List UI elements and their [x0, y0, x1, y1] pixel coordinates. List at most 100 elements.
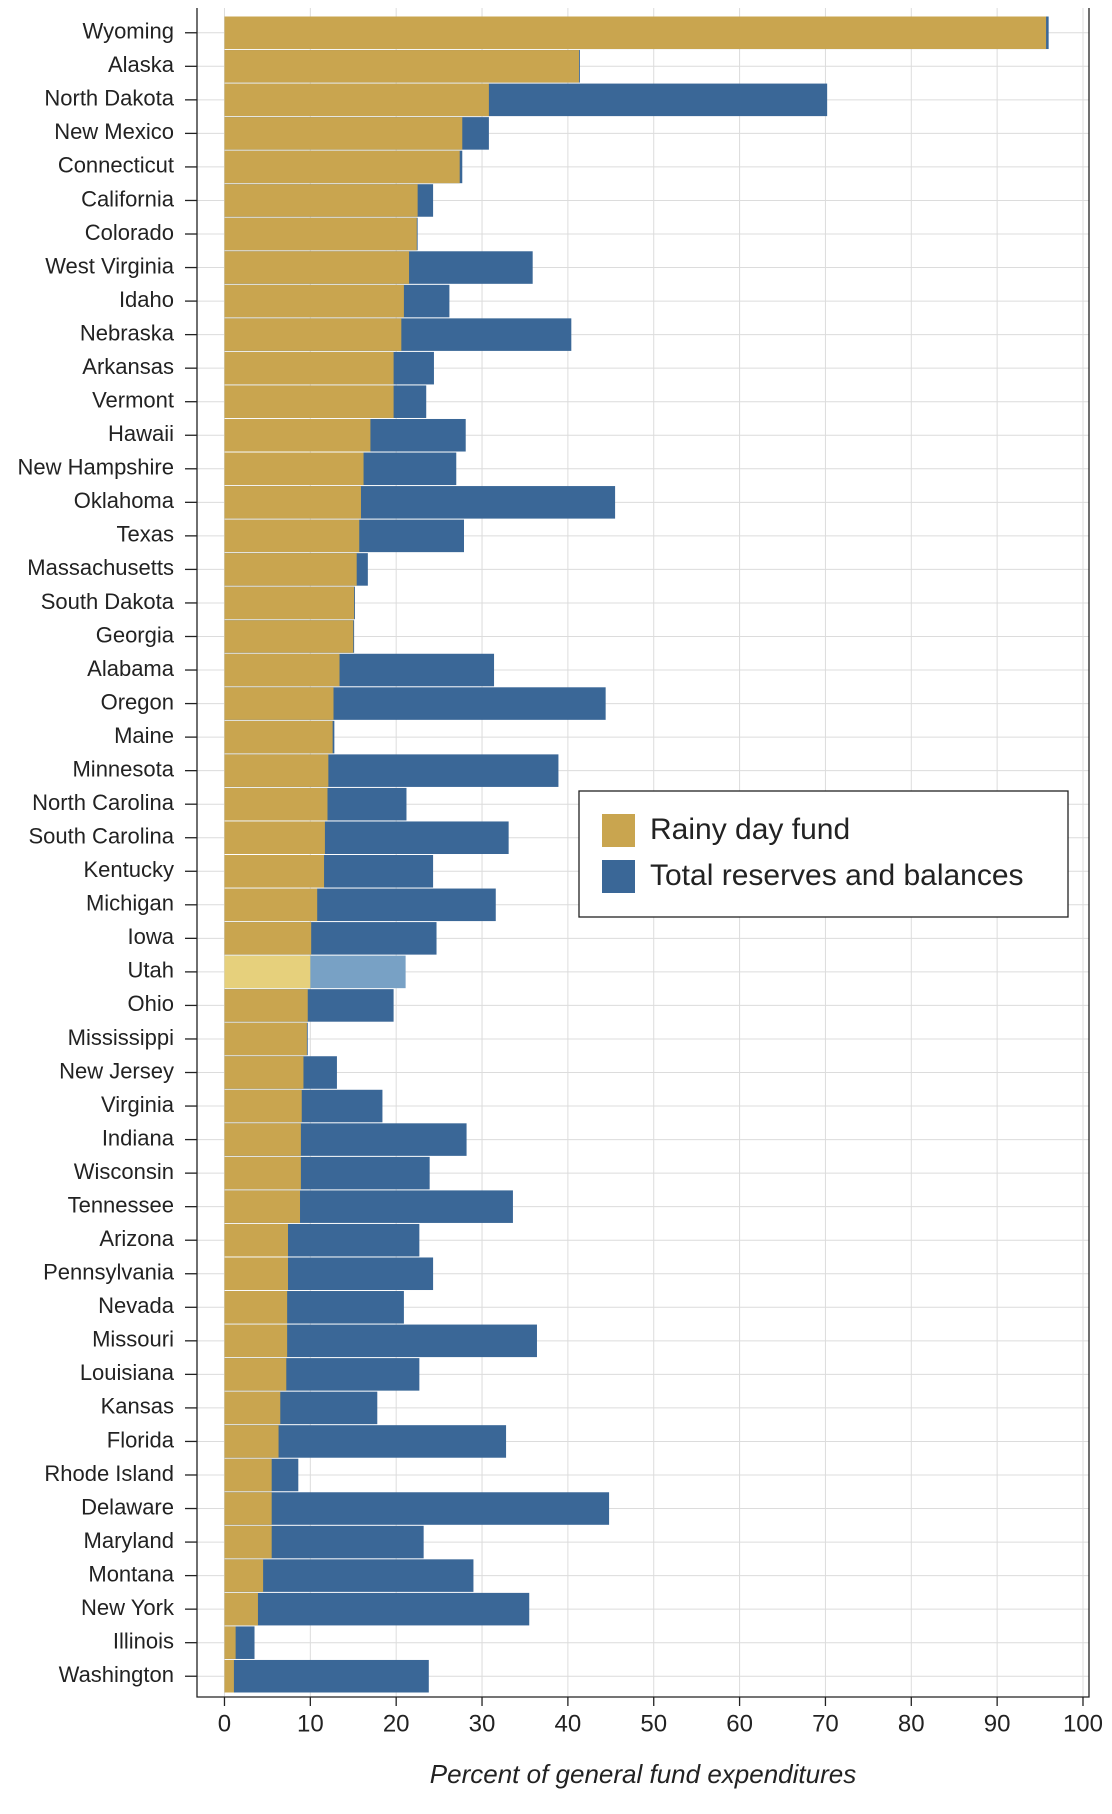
bar — [224, 855, 325, 888]
y-tick-label: Maine — [114, 723, 174, 748]
bar — [224, 586, 355, 620]
bar — [224, 418, 371, 452]
y-tick-label: California — [81, 186, 175, 211]
y-tick-label: Montana — [88, 1561, 174, 1586]
bar — [224, 1223, 289, 1257]
bar — [224, 922, 312, 955]
bar — [224, 1056, 304, 1089]
bar — [224, 251, 410, 284]
bar — [224, 1291, 288, 1324]
y-tick-label: Missouri — [92, 1327, 174, 1352]
x-tick-label: 10 — [297, 1710, 324, 1737]
bar — [224, 989, 308, 1022]
bar — [224, 1592, 530, 1626]
y-tick-label: Wisconsin — [74, 1159, 174, 1184]
x-tick-label: 100 — [1063, 1710, 1103, 1737]
axis-frame — [196, 8, 1090, 1698]
y-tick-label: New Jersey — [59, 1058, 174, 1083]
bar — [224, 16, 1047, 50]
y-tick-label: New York — [81, 1595, 175, 1620]
y-tick-label: Utah — [128, 958, 174, 983]
bar — [224, 1659, 429, 1693]
bar — [224, 1559, 474, 1592]
y-tick-label: Alabama — [87, 656, 175, 681]
y-tick-label: North Carolina — [32, 790, 175, 815]
y-tick-label: Alaska — [108, 52, 175, 77]
bar — [224, 452, 364, 486]
y-tick-label: Tennessee — [68, 1192, 174, 1217]
y-tick-label: Illinois — [113, 1629, 174, 1654]
legend-label: Total reserves and balances — [650, 859, 1024, 892]
bar — [224, 787, 328, 821]
y-tick-label: Florida — [107, 1427, 175, 1452]
bar — [224, 1156, 301, 1190]
bar — [224, 1525, 272, 1559]
bar — [224, 184, 418, 217]
y-tick-label: Oklahoma — [74, 488, 175, 513]
bar — [224, 821, 325, 854]
y-tick-label: Vermont — [92, 388, 174, 413]
bar — [224, 1391, 281, 1425]
y-tick-label: Kansas — [101, 1394, 174, 1419]
bar — [224, 1089, 302, 1123]
bar — [224, 1458, 272, 1492]
y-tick-label: South Carolina — [28, 824, 174, 849]
y-tick-label: North Dakota — [44, 86, 174, 111]
y-tick-label: Delaware — [81, 1494, 174, 1519]
y-tick-label: New Hampshire — [18, 455, 175, 480]
x-tick-label: 0 — [218, 1710, 231, 1737]
bar — [224, 720, 333, 754]
bar — [224, 284, 404, 318]
y-tick-label: Ohio — [128, 991, 174, 1016]
bar — [224, 620, 354, 653]
bar — [224, 1324, 288, 1358]
x-tick-label: 30 — [469, 1710, 496, 1737]
bar — [224, 1626, 236, 1659]
y-tick-label: West Virginia — [45, 253, 175, 278]
bar — [224, 117, 463, 150]
bar — [224, 687, 334, 720]
bar — [224, 1492, 610, 1525]
y-tick-label: Connecticut — [58, 153, 174, 178]
bar — [224, 519, 360, 553]
bar — [224, 50, 580, 83]
bar — [224, 1022, 307, 1056]
y-tick-label: Rhode Island — [44, 1461, 174, 1486]
y-tick-label: Colorado — [85, 220, 174, 245]
bar — [224, 1492, 272, 1525]
y-tick-label: New Mexico — [54, 119, 174, 144]
bar — [224, 653, 340, 687]
y-tick-label: Georgia — [96, 622, 175, 647]
bar — [224, 1358, 287, 1391]
bar — [224, 150, 460, 184]
y-tick-label: Arkansas — [82, 354, 174, 379]
y-tick-label: South Dakota — [41, 589, 175, 614]
legend-swatch — [602, 860, 635, 893]
legend-box — [578, 790, 1069, 918]
bar — [224, 83, 489, 117]
y-tick-label: Hawaii — [108, 421, 174, 446]
bar — [224, 217, 417, 251]
y-tick-label: Maryland — [84, 1528, 174, 1553]
y-tick-label: Oregon — [101, 689, 174, 714]
y-tick-label: Minnesota — [72, 756, 174, 781]
x-tick-label: 90 — [984, 1710, 1011, 1737]
y-tick-label: Nebraska — [80, 320, 175, 345]
legend-swatch — [602, 814, 635, 847]
bar — [224, 1190, 301, 1223]
bar — [224, 754, 329, 787]
x-tick-label: 60 — [726, 1710, 753, 1737]
legend-label: Rainy day fund — [650, 813, 850, 846]
y-tick-label: Iowa — [128, 924, 175, 949]
bar — [224, 385, 394, 418]
y-tick-label: Indiana — [102, 1125, 175, 1150]
bar — [224, 486, 361, 519]
bar — [224, 1257, 289, 1291]
x-tick-label: 80 — [898, 1710, 925, 1737]
bar — [224, 1592, 258, 1626]
bar — [224, 1659, 234, 1693]
y-tick-label: Mississippi — [68, 1025, 174, 1050]
x-tick-label: 20 — [383, 1710, 410, 1737]
